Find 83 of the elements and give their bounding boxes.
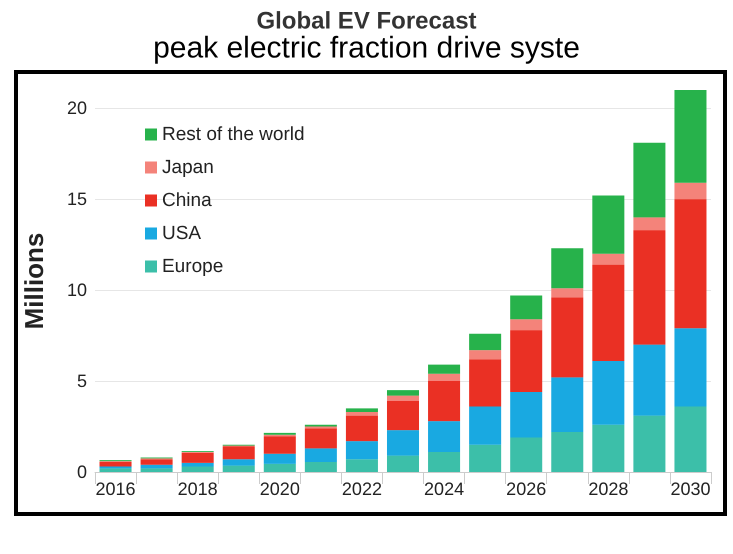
x-tick-label: 2016 bbox=[96, 479, 136, 499]
bar bbox=[674, 406, 706, 472]
bar bbox=[304, 448, 337, 462]
x-tick-label: 2024 bbox=[424, 479, 464, 499]
bar bbox=[264, 436, 296, 454]
legend-label: China bbox=[162, 190, 212, 211]
y-tick-label: 20 bbox=[66, 98, 87, 118]
bar bbox=[633, 416, 666, 472]
bar bbox=[428, 421, 460, 452]
bar bbox=[100, 468, 132, 472]
bar bbox=[428, 452, 460, 472]
bar bbox=[510, 437, 542, 472]
bar bbox=[346, 459, 378, 472]
bar bbox=[346, 416, 378, 442]
bar bbox=[469, 334, 502, 350]
bar bbox=[469, 350, 502, 360]
bar bbox=[386, 390, 420, 396]
bar bbox=[469, 406, 502, 445]
chart-title: Global EV Forecast bbox=[256, 8, 477, 34]
legend-label: Europe bbox=[162, 256, 224, 277]
bar bbox=[592, 424, 624, 472]
x-tick-label: 2028 bbox=[588, 479, 628, 499]
bar bbox=[428, 374, 460, 382]
x-tick-label: 2020 bbox=[260, 479, 300, 499]
bar bbox=[633, 344, 666, 416]
y-axis-title: Millions bbox=[19, 232, 49, 330]
bar bbox=[551, 432, 584, 472]
legend-label: Japan bbox=[162, 157, 214, 178]
bar bbox=[346, 408, 378, 412]
bar bbox=[264, 454, 296, 464]
bar bbox=[592, 254, 624, 265]
bar bbox=[428, 381, 460, 422]
bar bbox=[182, 466, 214, 472]
x-tick-label: 2018 bbox=[178, 479, 218, 499]
bar bbox=[469, 444, 502, 472]
bar bbox=[510, 319, 542, 330]
x-tick-label: 2026 bbox=[506, 479, 546, 499]
bar bbox=[510, 392, 542, 438]
bar bbox=[140, 459, 173, 465]
bar bbox=[182, 452, 214, 463]
y-tick-label: 10 bbox=[66, 280, 87, 300]
y-tick-label: 0 bbox=[76, 462, 87, 482]
bar bbox=[386, 430, 420, 456]
bar bbox=[510, 296, 542, 320]
bar bbox=[386, 396, 420, 402]
bar bbox=[222, 466, 255, 472]
x-tick-label: 2030 bbox=[670, 479, 710, 499]
bar bbox=[551, 377, 584, 432]
legend-label: USA bbox=[162, 223, 202, 244]
legend-label: Rest of the world bbox=[162, 124, 305, 145]
bar bbox=[510, 330, 542, 392]
chart-subtitle: peak electric fraction drive syste bbox=[153, 32, 580, 64]
bar bbox=[140, 464, 173, 468]
bar bbox=[633, 230, 666, 345]
bar bbox=[633, 142, 666, 218]
bar bbox=[592, 196, 624, 254]
x-tick-label: 2022 bbox=[342, 479, 382, 499]
y-tick-label: 15 bbox=[66, 189, 87, 210]
bar bbox=[592, 361, 624, 425]
bar bbox=[222, 459, 255, 466]
bar bbox=[428, 364, 460, 374]
bar bbox=[264, 464, 296, 472]
bar bbox=[674, 199, 706, 328]
bar bbox=[346, 412, 378, 416]
bar bbox=[304, 428, 337, 448]
bar bbox=[304, 462, 337, 472]
bar bbox=[674, 328, 706, 407]
bar bbox=[674, 90, 706, 183]
bar bbox=[633, 217, 666, 230]
bar bbox=[551, 248, 584, 288]
bar bbox=[140, 468, 173, 472]
bar bbox=[386, 401, 420, 430]
bar bbox=[346, 441, 378, 460]
bar bbox=[592, 264, 624, 362]
bar bbox=[222, 446, 255, 460]
bar bbox=[551, 288, 584, 298]
bar bbox=[182, 462, 214, 467]
bar bbox=[100, 462, 132, 467]
bar bbox=[386, 456, 420, 472]
bar bbox=[469, 359, 502, 407]
y-tick-label: 5 bbox=[76, 371, 87, 392]
bar bbox=[551, 297, 584, 378]
bar bbox=[674, 182, 706, 200]
